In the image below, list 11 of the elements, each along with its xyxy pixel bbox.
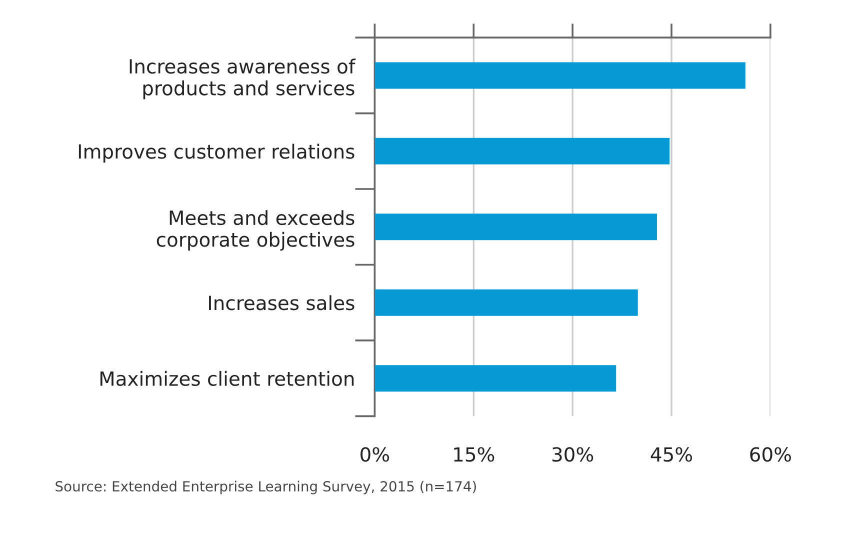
x-tick-label: 30% [552, 447, 594, 462]
y-tick-label: Maximizes client retention [100, 370, 354, 386]
x-tick-label: 45% [650, 447, 692, 462]
y-tick-label: Improves customer relations [78, 144, 354, 163]
x-tick-label: 0% [360, 447, 390, 462]
x-tick-label: 15% [454, 447, 494, 462]
y-tick-label: Meets and exceeds corporate objectives [156, 210, 354, 251]
y-tick-label: Increases awareness of products and services [130, 58, 356, 100]
source-note: Source: Extended Enterprise Learning Survey, 2015 (n=174) [56, 480, 476, 494]
x-tick-label: 60% [750, 447, 791, 462]
y-tick-label: Increases sales [209, 295, 354, 310]
